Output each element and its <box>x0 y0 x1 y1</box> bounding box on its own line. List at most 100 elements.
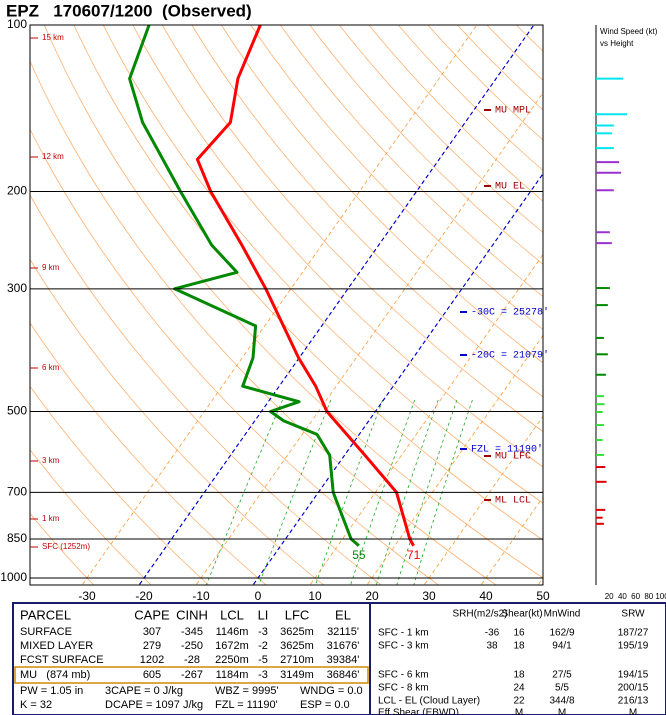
isotherm <box>309 253 543 585</box>
kinematics-cell: 27/5 <box>552 670 572 681</box>
dry-adiabat <box>279 25 543 298</box>
kinematics-cell: 16 <box>513 628 525 639</box>
dry-adiabat <box>30 60 497 585</box>
chart-title: EPZ 170607/1200 (Observed) <box>6 1 252 20</box>
height-label: 3 km <box>42 456 60 465</box>
kinematics-header: SRH(m2/s2) <box>452 609 507 620</box>
dry-adiabat <box>161 25 543 433</box>
dry-adiabat <box>30 385 210 585</box>
kinematics-cell: SFC - 3 km <box>378 641 429 652</box>
x-tick-label: -10 <box>192 589 210 603</box>
x-tick-label: -20 <box>135 589 153 603</box>
mixing-ratio-line <box>205 399 283 585</box>
kinematics-cell: 216/13 <box>618 696 649 707</box>
kinematics-cell: M <box>515 708 523 715</box>
parcel-cell: 1146m <box>216 626 249 638</box>
index-cell: K = 32 <box>20 699 52 711</box>
dry-adiabat <box>73 25 543 541</box>
height-label: 1 km <box>42 514 60 523</box>
dry-adiabat <box>30 258 325 585</box>
kinematics-cell: 38 <box>486 641 498 652</box>
kinematics-cell: SFC - 8 km <box>378 683 429 694</box>
y-tick-label: 500 <box>7 404 27 418</box>
highlight-isotherm <box>252 172 543 585</box>
parcel-cell: -28 <box>184 654 200 666</box>
parcel-cell: -267 <box>181 669 203 681</box>
plot-border <box>29 24 544 586</box>
parcel-header: CINH <box>176 607 208 622</box>
kinematics-cell: 18 <box>513 670 525 681</box>
wind-panel-subtitle: vs Height <box>600 39 634 48</box>
parcel-header: LFC <box>285 607 310 622</box>
parcel-cell: -250 <box>181 640 203 652</box>
wind-tick-label: 20 <box>605 592 614 601</box>
height-label: 15 km <box>42 33 64 42</box>
dry-adiabat <box>456 25 543 111</box>
wind-tick-label: 80 <box>644 592 653 601</box>
parcel-cell: SURFACE <box>20 626 72 638</box>
dry-adiabat <box>30 128 440 585</box>
kinematics-cell: 94/1 <box>552 641 572 652</box>
mixing-ratio-line <box>258 399 332 585</box>
annotation: FZL = 11190' <box>471 444 543 456</box>
index-cell: PW = 1.05 in <box>20 685 83 697</box>
parcel-cell: -345 <box>181 626 203 638</box>
kinematics-cell: 24 <box>513 683 525 694</box>
x-tick-label: 20 <box>365 589 379 603</box>
parcel-cell: MIXED LAYER <box>20 640 93 652</box>
parcel-cell: 2710m <box>280 654 314 666</box>
dry-adiabat <box>309 25 543 265</box>
parcel-cell: 32115' <box>327 626 359 638</box>
x-tick-label: 30 <box>422 589 436 603</box>
kinematics-cell: 187/27 <box>618 628 649 639</box>
annotation: -20C = 21079' <box>471 350 549 362</box>
kinematics-header: Shear(kt) <box>501 609 542 620</box>
kinematics-cell: SFC - 6 km <box>378 670 429 681</box>
index-cell: ESP = 0.0 <box>300 699 350 711</box>
index-cell: FZL = 11190' <box>215 699 278 711</box>
kinematics-cell: 18 <box>513 641 525 652</box>
y-tick-label: 850 <box>7 531 27 545</box>
x-tick-label: 0 <box>255 589 262 603</box>
parcel-cell: 1202 <box>140 654 164 666</box>
height-label: 12 km <box>42 152 64 161</box>
parcel-cell: 31676' <box>327 640 360 652</box>
kinematics-cell: 344/8 <box>549 696 574 707</box>
dry-adiabat <box>427 25 543 141</box>
kinematics-cell: 162/9 <box>549 628 574 639</box>
height-label: 9 km <box>42 263 60 272</box>
index-cell: WBZ = 9995' <box>215 685 279 697</box>
kinematics-cell: Eff Shear (EBWD) <box>378 708 459 715</box>
parcel-cell: 279 <box>143 640 161 652</box>
dry-adiabat <box>30 194 382 585</box>
x-tick-label: 50 <box>536 589 550 603</box>
kinematics-cell: -36 <box>485 628 500 639</box>
dry-adiabat <box>515 25 543 52</box>
parcel-header: LI <box>258 607 269 622</box>
dry-adiabat <box>629 20 666 590</box>
annotation: MU LFC <box>495 452 531 463</box>
dry-adiabat <box>191 25 543 398</box>
parcel-cell: 39384' <box>327 654 360 666</box>
index-cell: DCAPE = 1097 J/kg <box>105 699 203 711</box>
dry-adiabat <box>368 25 543 202</box>
dry-adiabat <box>220 25 543 364</box>
highlight-isotherm <box>138 25 535 585</box>
mixing-ratio-line <box>315 399 384 585</box>
dry-adiabat <box>338 25 543 233</box>
y-tick-label: 700 <box>7 485 27 499</box>
parcel-cell: 2250m <box>215 654 249 666</box>
x-tick-label: 40 <box>479 589 493 603</box>
kinematics-cell: 195/19 <box>618 641 649 652</box>
wind-tick-label: 40 <box>618 592 627 601</box>
wind-panel-title: Wind Speed (kt) <box>600 27 658 36</box>
dry-adiabat <box>570 20 666 590</box>
parcel-cell: -2 <box>258 640 268 652</box>
dry-adiabat <box>102 25 543 504</box>
kinematics-cell: 5/5 <box>555 683 569 694</box>
dry-adiabat <box>599 20 666 590</box>
kinematics-cell: LCL - EL (Cloud Layer) <box>378 696 480 707</box>
kinematics-header: MnWind <box>544 609 581 620</box>
parcel-cell: FCST SURFACE <box>20 654 104 666</box>
